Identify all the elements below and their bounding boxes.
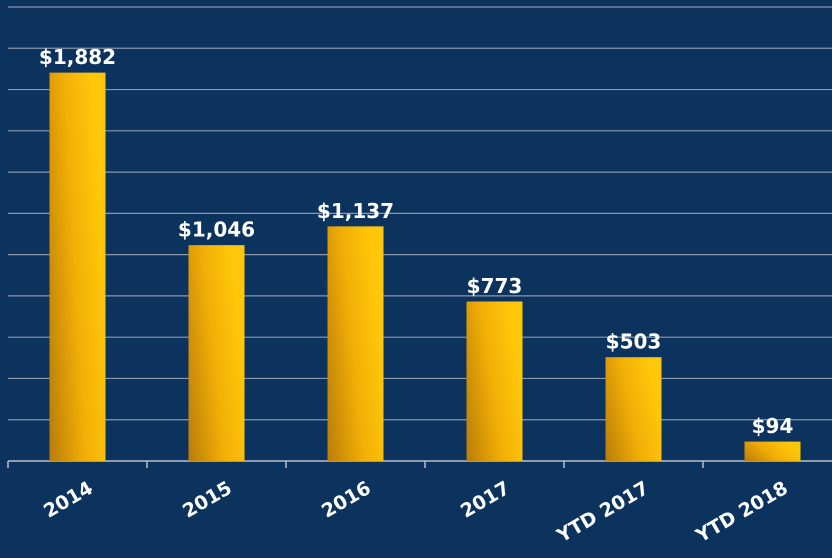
- data-label: $94: [752, 414, 794, 438]
- bar: [466, 301, 523, 461]
- data-label: $1,882: [39, 45, 116, 69]
- bar: [49, 72, 106, 462]
- data-label: $1,137: [317, 199, 394, 223]
- bar: [744, 441, 801, 461]
- bar: [605, 357, 662, 461]
- bar: [327, 226, 384, 461]
- data-label: $773: [467, 274, 523, 298]
- data-label: $1,046: [178, 218, 255, 242]
- data-label: $503: [606, 330, 662, 354]
- bar: [188, 245, 245, 461]
